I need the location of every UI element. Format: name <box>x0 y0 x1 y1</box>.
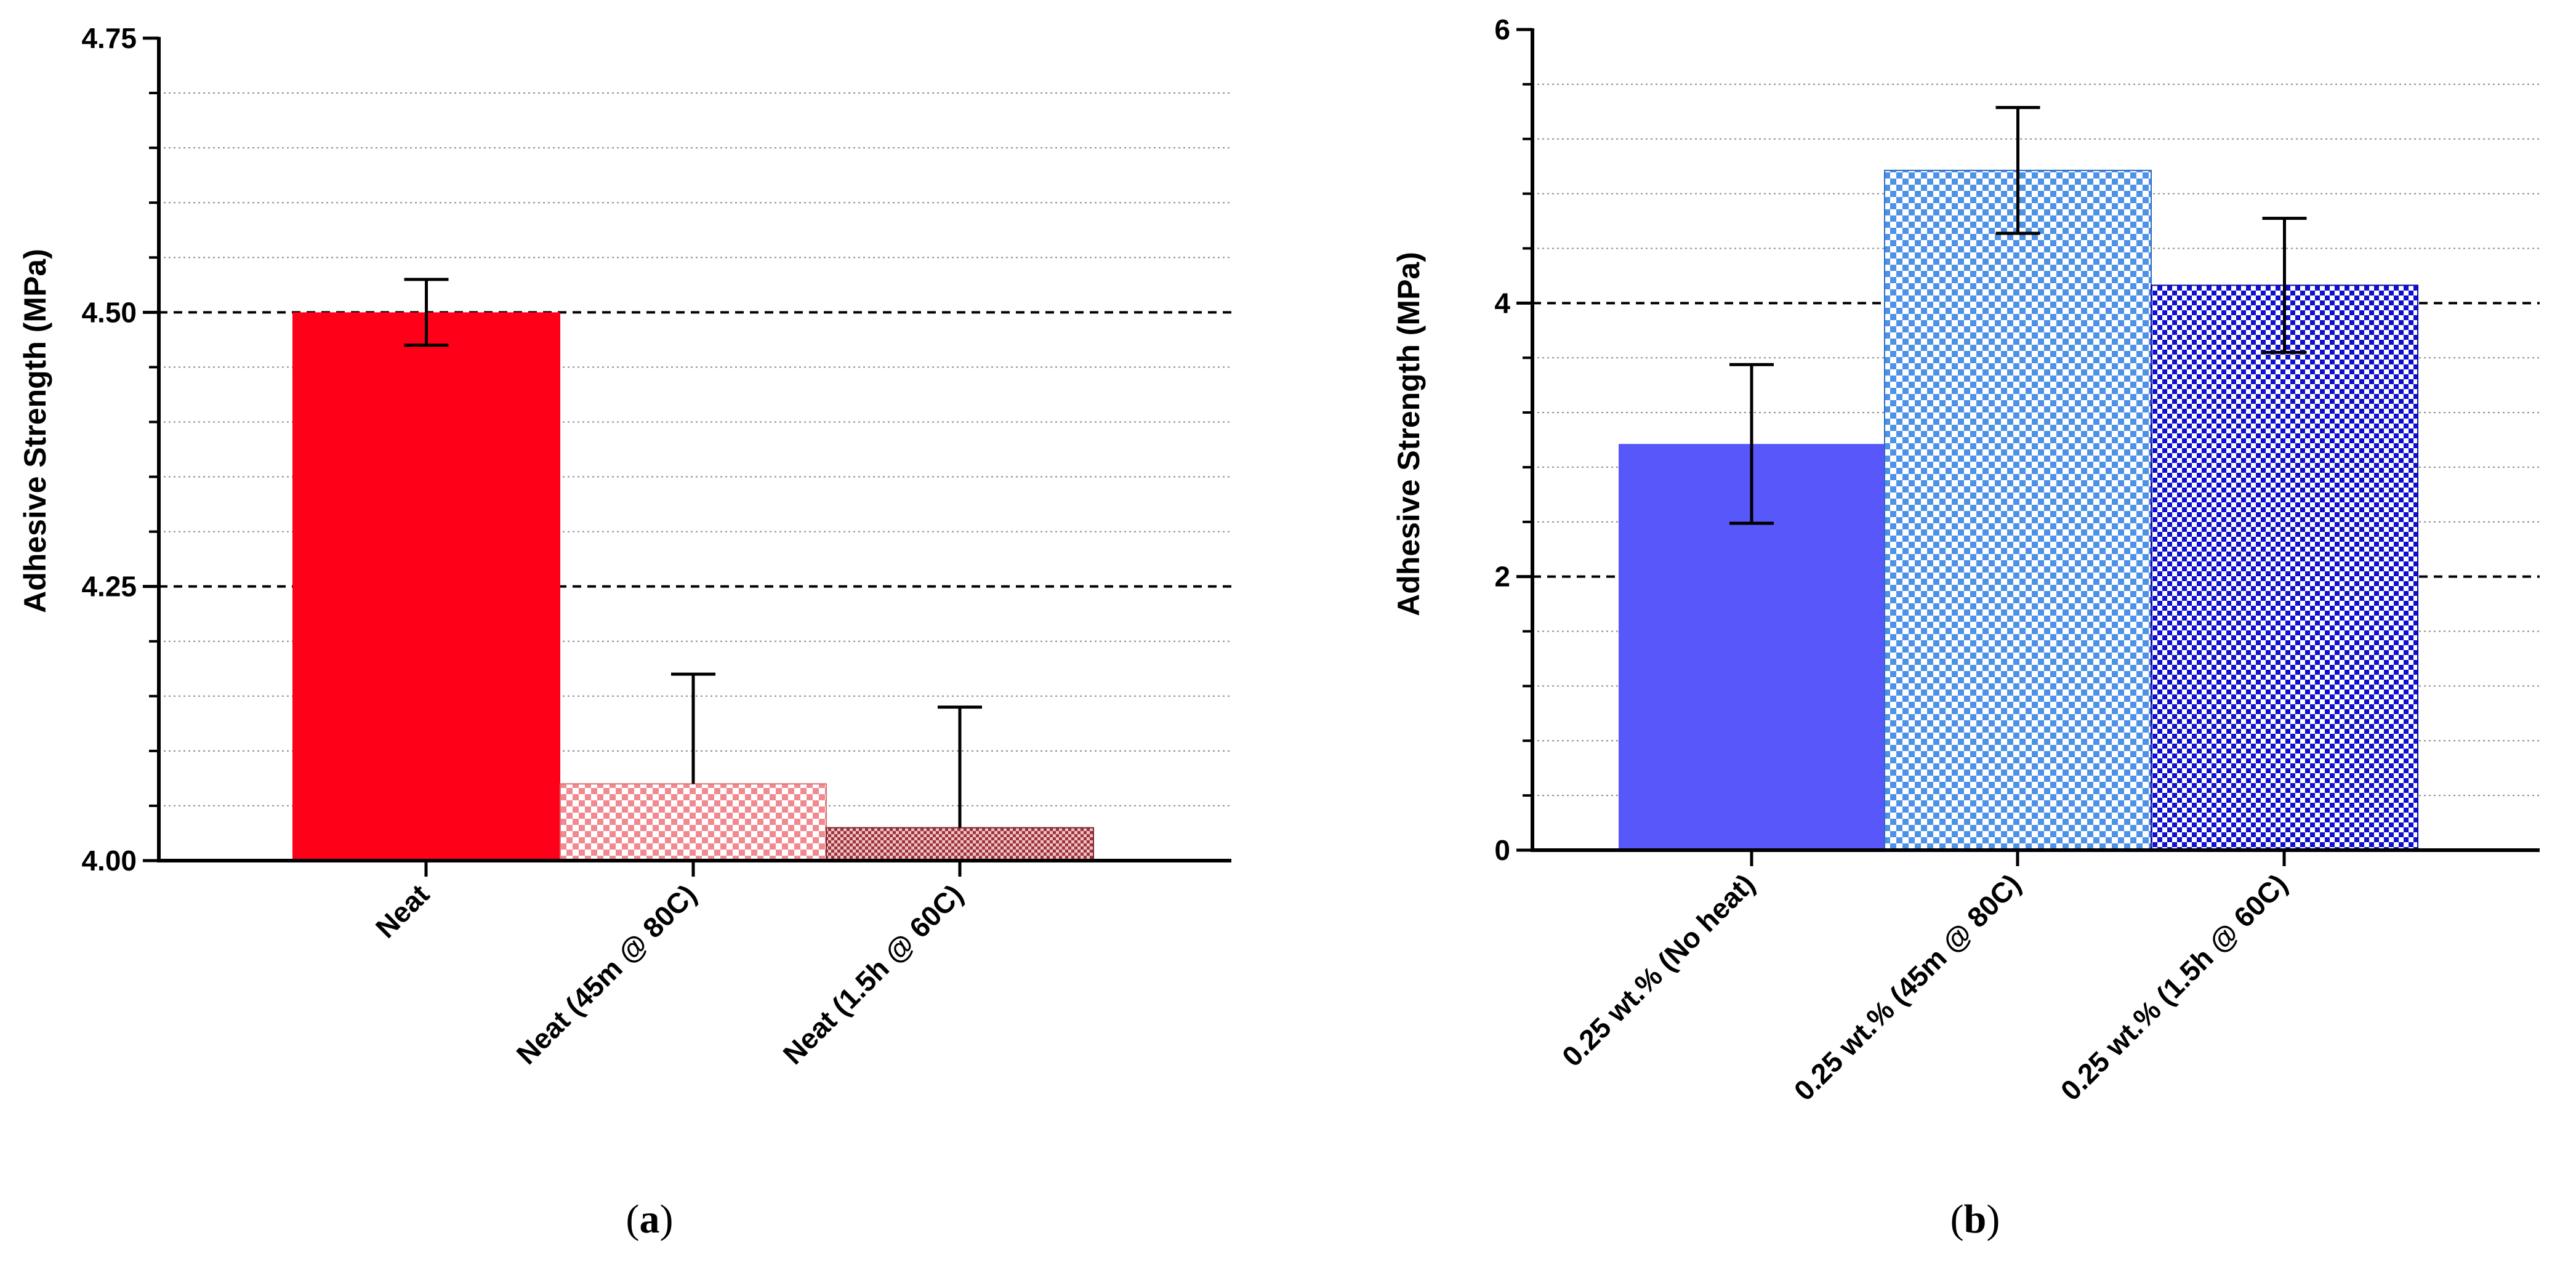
chart-panel-a: 4.004.254.504.75 Neat Neat (45m @ 80C) Nea… <box>18 22 1231 1242</box>
y-tick-label: 4.00 <box>81 845 137 877</box>
error-bars <box>1729 106 2307 525</box>
error-bar-2 <box>1995 106 2040 235</box>
y-tick-label: 4.25 <box>81 571 137 603</box>
x-tick-label: 0.25 wt.% (45m @ 80C) <box>1788 867 2027 1106</box>
chart-panel-b: 0 2 4 6 0.25 wt.% (No heat) 0.25 wt.% (45m @… <box>1391 14 2540 1242</box>
bar-3 <box>826 827 1094 862</box>
bar-2 <box>1884 169 2152 851</box>
axes <box>1531 28 2540 852</box>
bar-2 <box>560 783 827 861</box>
y-ticks: 0 2 4 6 <box>1494 14 1532 866</box>
bar-series <box>1619 169 2418 851</box>
y-axis-title: Adhesive Strength (MPa) <box>18 249 52 613</box>
y-axis-title: Adhesive Strength (MPa) <box>1391 252 1426 616</box>
y-tick-label: 6 <box>1494 14 1510 46</box>
error-bars <box>404 278 982 828</box>
x-tick-label: Neat <box>369 878 435 944</box>
panel-label-b: (b) <box>1950 1197 2000 1242</box>
x-tick-label: Neat (45m @ 80C) <box>510 878 703 1071</box>
error-bar-2 <box>671 672 715 784</box>
error-bar-3 <box>938 705 982 828</box>
y-tick-label: 2 <box>1494 561 1510 593</box>
error-bar-1 <box>1729 363 1774 525</box>
y-ticks: 4.00 4.25 4.50 4.75 <box>81 22 159 877</box>
x-ticks: 0.25 wt.% (No heat) 0.25 wt.% (45m @ 80C)… <box>1556 850 2293 1107</box>
error-bar-1 <box>404 278 449 347</box>
y-tick-label: 0 <box>1494 834 1510 866</box>
error-bar-3 <box>2262 217 2307 354</box>
panel-label-a: (a) <box>626 1197 674 1242</box>
x-tick-label: Neat (1.5h @ 60C) <box>777 878 970 1071</box>
bar-1 <box>292 312 560 861</box>
x-ticks: Neat Neat (45m @ 80C) Neat (1.5h @ 60C) <box>369 861 969 1071</box>
x-tick-label: 0.25 wt.% (No heat) <box>1556 867 1761 1072</box>
y-tick-label: 4.75 <box>81 22 137 54</box>
bar-3 <box>2151 284 2418 851</box>
x-tick-label: 0.25 wt.% (1.5h @ 60C) <box>2055 867 2293 1106</box>
y-tick-label: 4.50 <box>81 296 137 328</box>
y-tick-label: 4 <box>1494 287 1510 319</box>
bar-series <box>292 312 1094 862</box>
